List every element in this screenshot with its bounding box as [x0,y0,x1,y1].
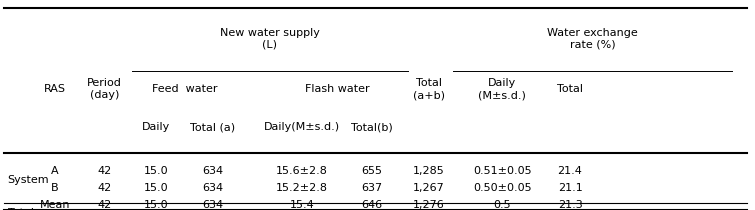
Text: Total(b): Total(b) [351,122,393,132]
Text: 42: 42 [97,183,111,193]
Text: Daily: Daily [142,122,171,132]
Text: 655: 655 [362,166,383,176]
Text: Total: Total [557,84,583,94]
Text: System: System [8,175,49,185]
Text: 1,285: 1,285 [413,166,445,176]
Text: Flash water: Flash water [305,84,369,94]
Text: Total
(a+b): Total (a+b) [413,79,445,100]
Text: A: A [51,166,59,176]
Text: 15.0: 15.0 [144,166,168,176]
Text: Water exchange
rate (%): Water exchange rate (%) [547,28,638,50]
Text: B: B [51,183,59,193]
Text: 15.2±2.8: 15.2±2.8 [276,183,328,193]
Text: 15.0: 15.0 [144,200,168,210]
Text: 42: 42 [97,200,111,210]
Text: 1,276: 1,276 [413,200,445,210]
Text: 15.4: 15.4 [290,200,314,210]
Text: New water supply
(L): New water supply (L) [220,28,319,50]
Text: RAS: RAS [44,84,66,94]
Text: Mean: Mean [40,200,70,210]
Text: 634: 634 [202,166,223,176]
Text: 42: 42 [97,166,111,176]
Text: 646: 646 [362,200,383,210]
Text: 21.1: 21.1 [558,183,582,193]
Text: Total (a): Total (a) [190,122,236,132]
Text: Daily(M±s.d.): Daily(M±s.d.) [264,122,340,132]
Text: 15.0: 15.0 [144,183,168,193]
Text: 0.51±0.05: 0.51±0.05 [473,166,532,176]
Text: 15.6±2.8: 15.6±2.8 [276,166,328,176]
Text: 637: 637 [362,183,383,193]
Text: 634: 634 [202,200,223,210]
Text: 0.5: 0.5 [493,200,511,210]
Text: Total: Total [8,208,33,210]
Text: 634: 634 [202,183,223,193]
Text: 21.3: 21.3 [558,200,582,210]
Text: Feed  water: Feed water [152,84,217,94]
Text: Daily
(M±s.d.): Daily (M±s.d.) [478,79,526,100]
Text: 1,267: 1,267 [413,183,445,193]
Text: Period
(day): Period (day) [87,79,122,100]
Text: 0.50±0.05: 0.50±0.05 [473,183,532,193]
Text: 21.4: 21.4 [558,166,582,176]
